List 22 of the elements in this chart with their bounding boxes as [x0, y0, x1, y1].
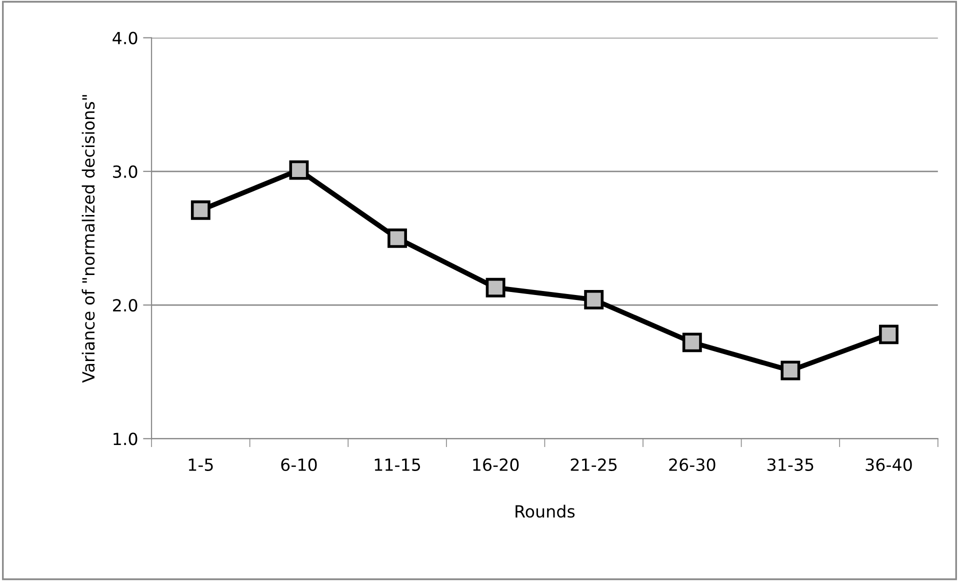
- point: [190, 200, 210, 220]
- x-tick-label: 11-15: [374, 458, 420, 471]
- point: [289, 160, 309, 180]
- x-tick-label: 26-30: [669, 458, 716, 471]
- y-tick-label: 4.0: [112, 32, 138, 44]
- point: [486, 278, 506, 298]
- y-tick-label: 3.0: [113, 165, 138, 178]
- x-tick-label: 31-35: [768, 458, 814, 471]
- x-tick-label: 36-40: [866, 458, 912, 471]
- point: [879, 324, 898, 344]
- x-tick-label: 1-5: [188, 458, 213, 471]
- y-axis-title: Variance of "normalized decisions": [82, 95, 95, 383]
- x-tick-label: 16-20: [473, 458, 519, 471]
- x-axis-title: Rounds: [516, 504, 575, 518]
- point: [780, 360, 800, 380]
- y-tick-label: 1.0: [114, 432, 138, 446]
- point: [682, 332, 702, 352]
- x-tick-label: 6-10: [281, 458, 317, 471]
- point: [584, 290, 604, 310]
- y-tick-label: 2.0: [113, 298, 138, 312]
- point: [388, 228, 407, 248]
- x-tick-label: 21-25: [570, 458, 617, 471]
